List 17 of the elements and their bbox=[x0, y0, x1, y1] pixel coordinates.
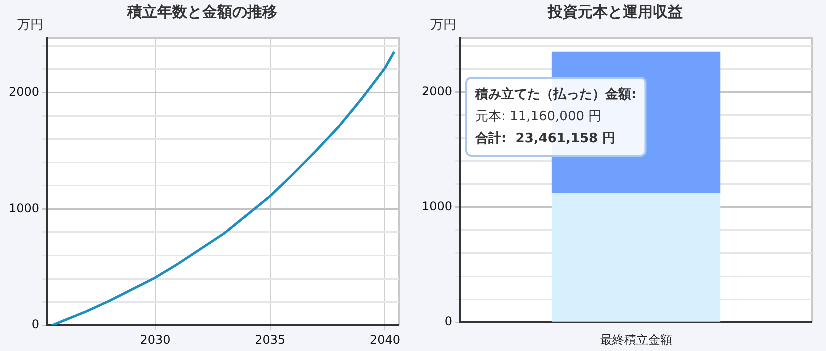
annotation: 元本: 11,160,000 円 bbox=[476, 109, 602, 124]
x-tick-label: 最終積立金額 bbox=[600, 332, 672, 347]
y-axis-title: 万円 bbox=[430, 18, 457, 33]
chart-title: 投資元本と運用収益 bbox=[547, 2, 683, 21]
annotation: 合計: 23,461,158 円 bbox=[474, 130, 616, 146]
y-tick-label: 0 bbox=[32, 318, 40, 332]
annotation: 積み立てた（払った）金額: bbox=[474, 86, 637, 102]
y-tick-label: 1000 bbox=[422, 200, 453, 214]
y-tick-label: 2000 bbox=[8, 84, 40, 99]
y-tick-label: 1000 bbox=[8, 201, 40, 216]
y-axis-title: 万円 bbox=[18, 18, 44, 33]
y-tick-label: 2000 bbox=[422, 84, 453, 98]
x-tick-label: 2035 bbox=[255, 332, 286, 347]
x-tick-label: 2040 bbox=[370, 332, 400, 347]
y-tick-label: 0 bbox=[444, 314, 453, 329]
chart-title: 積立年数と金額の推移 bbox=[126, 2, 278, 21]
x-tick-label: 2030 bbox=[140, 332, 171, 347]
